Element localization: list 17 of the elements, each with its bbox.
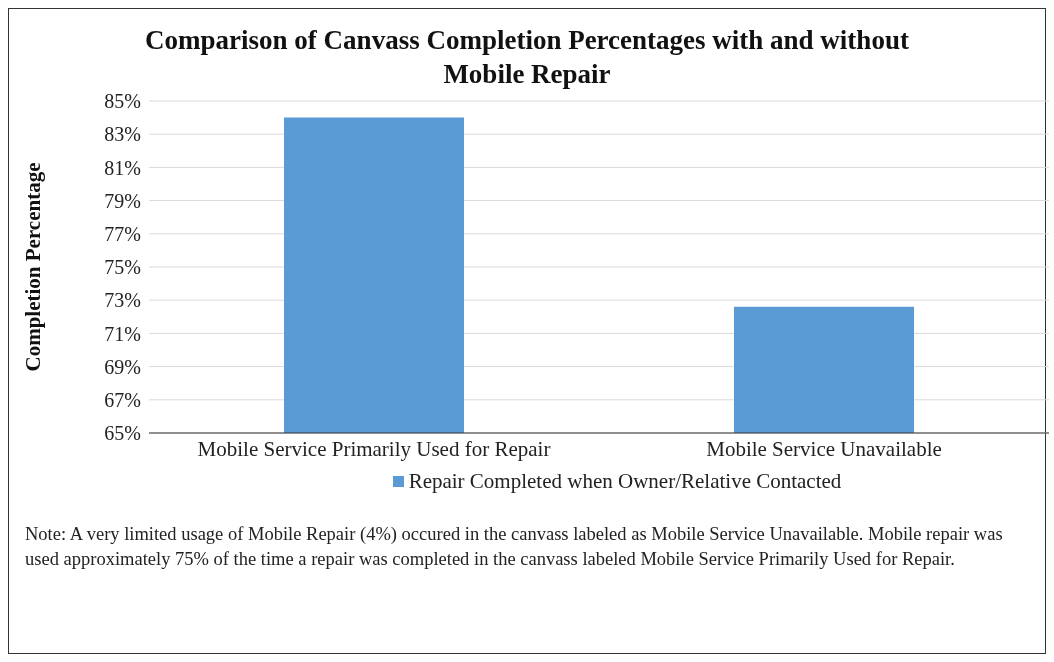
y-tick-label: 77% bbox=[104, 222, 141, 245]
legend-label: Repair Completed when Owner/Relative Contacted bbox=[408, 469, 842, 494]
y-tick-label: 73% bbox=[104, 289, 141, 312]
y-tick-label: 69% bbox=[104, 355, 141, 378]
y-tick-label: 67% bbox=[104, 388, 141, 411]
text: Note: A very limited usage of Mobile Repair (4%) occured in the canvass labeled as Mobile Service Unavailable. Mobile repair was used approximately 75% of the time a repair was completed in the canvass labeled Mobile Service Primarily Used for Repair. bbox=[25, 523, 1004, 571]
chart-title: Comparison of Canvass Completion Percentages with and without Mobile Repair bbox=[144, 24, 910, 91]
y-tick-label: 71% bbox=[104, 322, 141, 345]
y-tick-label: 65% bbox=[104, 422, 141, 445]
x-tick-label: Mobile Service Unavailable bbox=[706, 436, 942, 461]
y-axis-title: Completion Percentage bbox=[21, 162, 46, 372]
y-tick-label: 85% bbox=[104, 90, 141, 113]
y-tick-label: 81% bbox=[104, 156, 141, 179]
y-tick-label: 75% bbox=[104, 256, 141, 279]
y-tick-label: 83% bbox=[104, 123, 141, 146]
y-tick-label: 79% bbox=[104, 189, 141, 212]
x-tick-label: Mobile Service Primarily Used for Repair bbox=[197, 436, 551, 461]
